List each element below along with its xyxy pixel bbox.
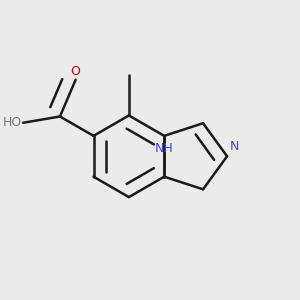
Text: HO: HO bbox=[2, 116, 22, 129]
Text: O: O bbox=[71, 65, 81, 78]
Text: N: N bbox=[230, 140, 240, 153]
Text: NH: NH bbox=[155, 142, 174, 154]
